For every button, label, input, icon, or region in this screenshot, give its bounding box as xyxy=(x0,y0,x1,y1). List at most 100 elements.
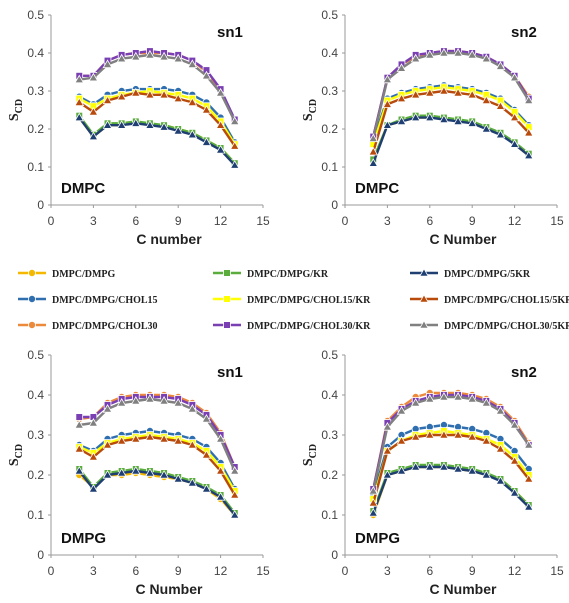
data-point xyxy=(382,445,393,455)
data-point xyxy=(215,120,226,129)
y-axis-title-subscript: CD xyxy=(14,99,25,113)
data-point xyxy=(145,431,155,441)
data-point xyxy=(201,413,212,423)
data-point xyxy=(424,49,435,59)
y-tick-label: 0.4 xyxy=(321,46,338,60)
y-tick-label: 0.1 xyxy=(27,508,44,522)
data-point xyxy=(201,449,212,459)
x-tick-label: 12 xyxy=(508,214,522,228)
data-point xyxy=(368,146,379,156)
legend-label: DMPC/DMPG/CHOL30/5KR xyxy=(444,321,569,332)
data-point xyxy=(439,391,449,401)
y-tick-label: 0.4 xyxy=(321,388,338,402)
x-tick-label: 6 xyxy=(132,214,139,228)
data-point xyxy=(382,469,393,479)
data-point xyxy=(424,429,435,439)
data-point xyxy=(509,112,520,122)
y-tick-label: 0.1 xyxy=(321,160,338,174)
data-point xyxy=(410,53,421,63)
legend: DMPC/DMPG DMPC/DMPG/KR DMPC/DMPG/5KR DMPC/D… xyxy=(18,267,569,332)
data-point xyxy=(88,106,99,116)
data-point xyxy=(173,397,184,407)
membrane-label: DMPC xyxy=(61,180,105,197)
data-point xyxy=(88,131,99,141)
data-point xyxy=(116,435,127,445)
legend-swatch-marker xyxy=(223,321,231,329)
data-point xyxy=(173,53,184,63)
data-point xyxy=(410,89,421,99)
chain-label: sn2 xyxy=(511,364,537,381)
data-point xyxy=(187,439,198,449)
data-point xyxy=(102,403,113,413)
legend-label: DMPC/DMPG xyxy=(52,269,116,280)
chart-panel-bottom-right: 0 0.1 0.2 0.3 0.4 0.5 0 3 6 9 12 15 C Number SCD sn2 DM… xyxy=(301,348,564,597)
x-tick-label: 3 xyxy=(90,214,97,228)
x-tick-label: 15 xyxy=(550,564,564,578)
data-point xyxy=(201,104,212,114)
membrane-label: DMPG xyxy=(355,530,400,547)
data-point xyxy=(439,429,449,439)
data-point xyxy=(368,497,379,507)
legend-label: DMPC/DMPG/5KR xyxy=(444,269,531,280)
y-axis-title-main: S xyxy=(301,458,316,466)
data-point xyxy=(509,72,520,82)
series-dmpc-dmpg-chol30-5kr xyxy=(368,47,534,143)
data-point xyxy=(495,475,506,485)
data-point xyxy=(396,63,407,72)
data-point xyxy=(410,397,421,407)
x-tick-label: 0 xyxy=(48,564,55,578)
data-point xyxy=(173,125,184,135)
data-point xyxy=(382,120,393,129)
x-tick-label: 6 xyxy=(426,564,433,578)
x-tick-label: 9 xyxy=(175,564,182,578)
y-axis-title-subscript: CD xyxy=(308,444,319,458)
legend-entry: DMPC/DMPG/CHOL15/5KR xyxy=(410,293,569,306)
x-axis-title: C Number xyxy=(430,581,497,597)
series-dmpc-dmpg-5kr xyxy=(74,465,240,519)
series-dmpc-dmpg-chol30-5kr xyxy=(74,49,240,125)
data-point xyxy=(424,87,435,97)
series-dmpc-dmpg-5kr xyxy=(368,112,534,167)
y-tick-label: 0.2 xyxy=(321,122,338,136)
data-point xyxy=(88,417,99,427)
data-point xyxy=(116,120,127,129)
series-line xyxy=(372,84,530,141)
data-point xyxy=(187,129,198,139)
data-point xyxy=(410,461,421,471)
data-point xyxy=(116,397,127,407)
data-point xyxy=(382,421,393,431)
x-tick-label: 9 xyxy=(175,214,182,228)
series-dmpc-dmpg-chol15-5kr xyxy=(74,431,240,499)
data-point xyxy=(145,467,155,477)
data-point xyxy=(523,95,534,105)
data-point xyxy=(74,112,85,122)
legend-swatch-marker xyxy=(419,293,429,303)
data-point xyxy=(102,469,113,479)
series-line xyxy=(79,51,236,121)
legend-label: DMPC/DMPG/KR xyxy=(247,269,329,280)
x-axis-title: C Number xyxy=(136,581,203,597)
series-line xyxy=(78,114,236,165)
data-point xyxy=(382,99,393,108)
data-point xyxy=(74,97,85,106)
series-dmpc-dmpg-chol30-5kr xyxy=(74,393,240,475)
y-tick-label: 0.2 xyxy=(27,468,44,482)
series-dmpc-dmpg-chol15-5kr xyxy=(368,85,534,156)
data-point xyxy=(523,150,534,160)
data-point xyxy=(215,465,226,475)
legend-label: DMPC/DMPG/CHOL15/5KR xyxy=(444,295,569,306)
data-point xyxy=(424,112,435,122)
data-point xyxy=(439,461,449,471)
data-point xyxy=(116,91,127,101)
y-tick-label: 0.5 xyxy=(27,348,44,362)
series-line xyxy=(372,116,530,164)
data-point xyxy=(453,47,463,57)
x-tick-label: 3 xyxy=(384,214,391,228)
data-point xyxy=(410,112,421,122)
data-point xyxy=(187,97,198,106)
legend-entry: DMPC/DMPG/CHOL15 xyxy=(18,294,158,306)
data-point xyxy=(88,451,99,461)
y-axis-title-main: S xyxy=(7,113,22,121)
data-point xyxy=(481,397,492,407)
